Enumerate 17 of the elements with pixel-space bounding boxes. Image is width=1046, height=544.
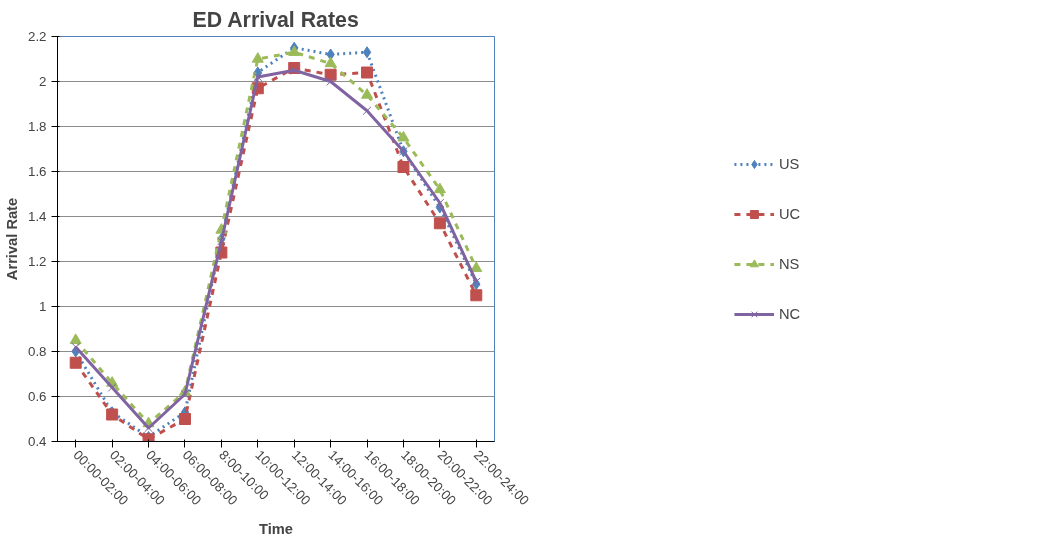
legend-label: NS [778,255,800,272]
legend-label: UC [778,205,801,222]
y-tick-label: 2.2 [27,29,47,44]
y-tick-label: 0.6 [27,389,47,404]
y-tick-label: 0.8 [27,344,47,359]
y-axis-title: Arrival Rate [3,197,20,281]
y-tick-label: 1.4 [27,209,48,224]
chart-title: ED Arrival Rates [192,7,359,32]
y-tick-label: 0.4 [27,434,48,449]
y-tick-label: 1 [39,299,47,314]
x-axis-title: Time [259,521,293,538]
y-tick-label: 1.8 [27,119,47,134]
y-tick-label: 1.2 [27,254,47,269]
legend-label: NC [778,305,801,322]
legend-label: US [778,155,800,172]
y-tick-label: 2 [39,74,47,89]
y-tick-label: 1.6 [27,164,47,179]
